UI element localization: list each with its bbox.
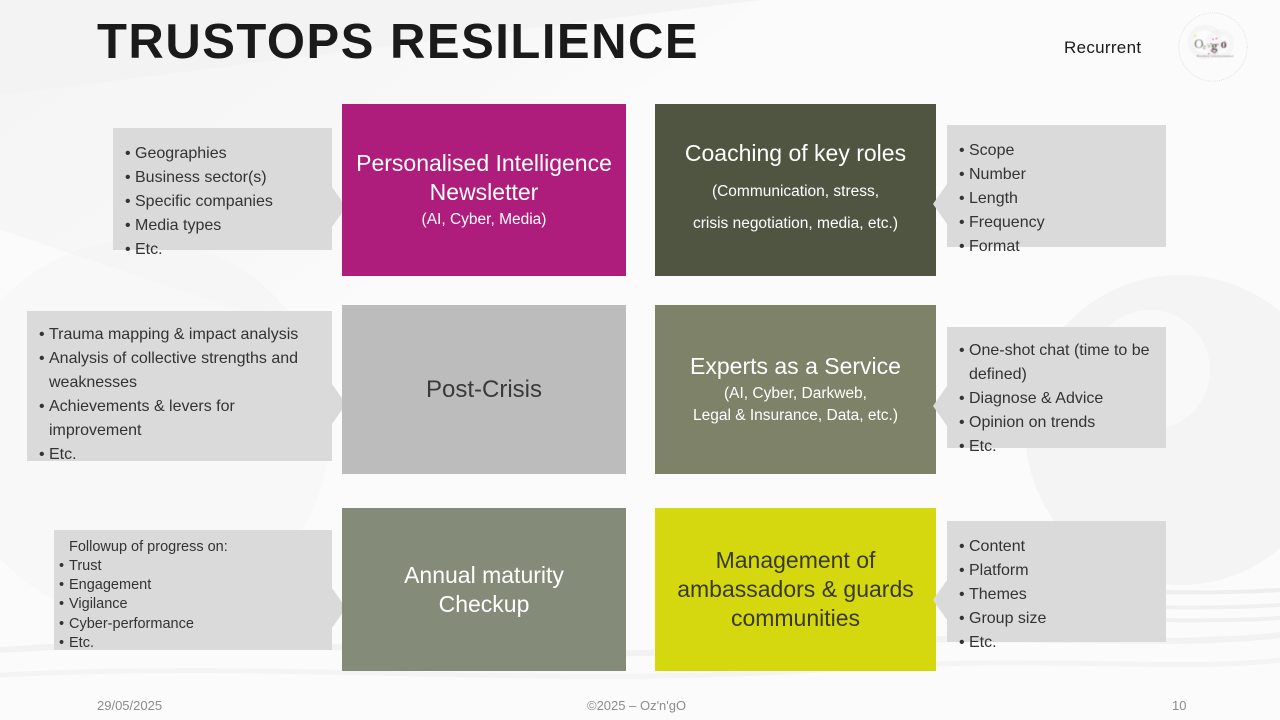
svg-text:Resilient Communication: Resilient Communication — [1197, 54, 1234, 58]
svg-text:g: g — [1211, 39, 1218, 53]
svg-text:o: o — [1221, 37, 1227, 51]
